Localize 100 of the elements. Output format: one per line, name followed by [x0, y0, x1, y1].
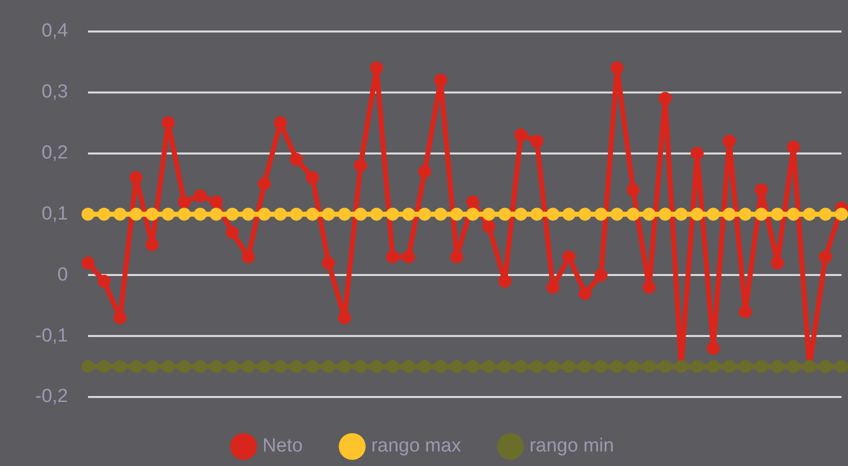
point: [402, 250, 416, 264]
point: [290, 152, 303, 166]
point: [770, 256, 784, 270]
point: [562, 360, 576, 374]
point: [434, 360, 448, 374]
legend-label: rango min: [529, 436, 614, 457]
point: [98, 360, 111, 374]
y-tick-label: 0,4: [42, 20, 68, 42]
point: [514, 360, 528, 374]
point: [258, 177, 271, 190]
point: [498, 208, 512, 221]
point: [738, 305, 752, 318]
point: [754, 360, 768, 374]
y-tick-label: 0,1: [42, 203, 68, 224]
point: [354, 158, 368, 172]
point: [738, 208, 752, 221]
point: [466, 196, 480, 209]
point: [130, 360, 143, 374]
point: [450, 250, 464, 264]
point: [498, 274, 512, 288]
point: [370, 360, 384, 374]
point: [690, 146, 704, 160]
point: [274, 116, 287, 130]
point: [194, 189, 207, 202]
point: [210, 196, 223, 209]
point: [722, 360, 736, 374]
point: [626, 183, 640, 196]
point: [226, 360, 239, 374]
point: [354, 208, 368, 221]
point: [770, 360, 784, 374]
point: [162, 360, 175, 374]
point: [786, 208, 800, 221]
point: [306, 171, 319, 184]
point: [146, 238, 159, 252]
point: [786, 140, 800, 154]
point: [242, 250, 255, 264]
point: [674, 208, 688, 221]
legend-label: Neto: [262, 436, 303, 457]
point: [194, 360, 207, 374]
point: [802, 208, 816, 221]
point: [338, 208, 352, 221]
point: [290, 208, 303, 221]
point: [546, 280, 560, 294]
point: [146, 208, 159, 221]
point: [242, 360, 255, 374]
point: [530, 134, 544, 148]
point: [786, 360, 800, 374]
point: [322, 360, 335, 374]
point: [818, 360, 832, 374]
point: [722, 134, 736, 148]
point: [610, 208, 624, 221]
point: [818, 208, 832, 221]
point: [98, 274, 111, 288]
point: [258, 208, 271, 221]
point: [386, 208, 400, 221]
point: [610, 360, 624, 374]
point: [194, 208, 207, 221]
point: [770, 208, 784, 221]
point: [466, 208, 480, 221]
point: [754, 183, 768, 196]
point: [450, 208, 464, 221]
point: [530, 360, 544, 374]
point: [226, 226, 239, 239]
point: [322, 208, 335, 221]
point: [514, 128, 528, 142]
point: [690, 208, 704, 221]
y-tick-label: 0: [57, 264, 68, 286]
point: [178, 196, 191, 209]
point: [98, 208, 111, 221]
point: [738, 360, 752, 374]
point: [370, 208, 384, 221]
point: [114, 208, 127, 221]
point: [82, 256, 94, 270]
point: [146, 360, 159, 374]
point: [482, 208, 496, 221]
point: [418, 208, 432, 221]
y-tick-label: -0,1: [35, 325, 68, 346]
point: [578, 286, 592, 300]
point: [258, 360, 271, 374]
point: [642, 360, 656, 374]
point: [546, 208, 560, 221]
point: [210, 208, 223, 221]
point: [306, 360, 319, 374]
point: [386, 250, 400, 264]
point: [274, 360, 287, 374]
point: [546, 360, 560, 374]
point: [658, 92, 672, 105]
point: [594, 360, 608, 374]
y-tick-label: 0,3: [42, 82, 68, 103]
point: [130, 171, 143, 184]
point: [402, 208, 416, 221]
point: [530, 208, 544, 221]
point: [578, 208, 592, 221]
point: [434, 208, 448, 221]
point: [562, 250, 576, 264]
point: [82, 360, 94, 374]
point: [706, 342, 720, 355]
point: [82, 208, 94, 221]
point: [114, 311, 127, 324]
point: [178, 208, 191, 221]
